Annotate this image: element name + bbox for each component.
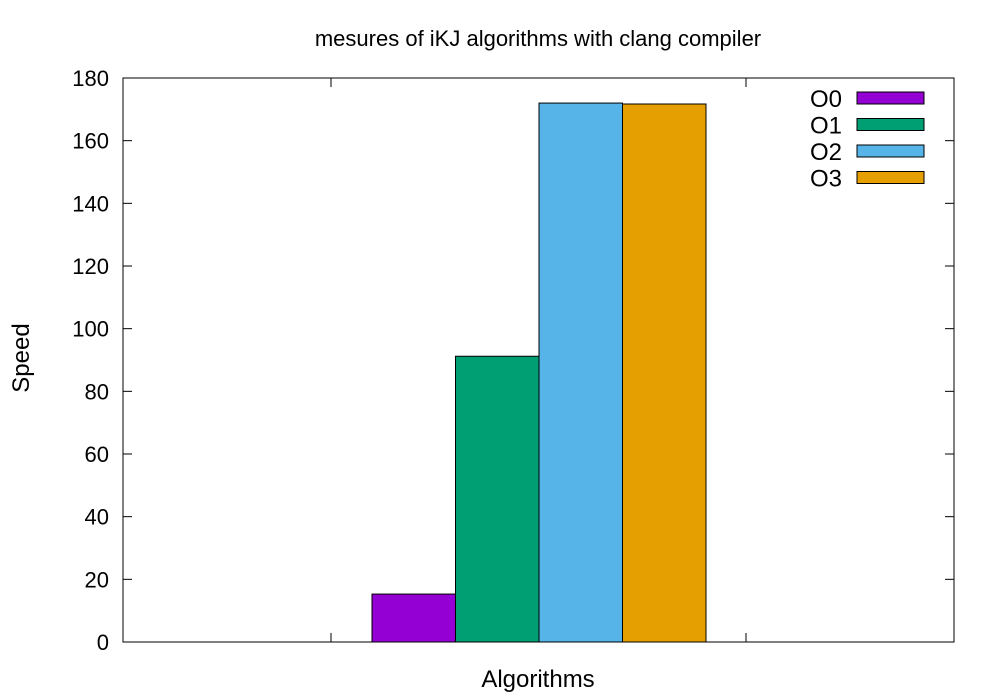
legend-label: O2 xyxy=(810,139,842,166)
y-tick-label: 180 xyxy=(72,66,109,91)
y-tick-label: 0 xyxy=(97,630,109,655)
legend-swatch xyxy=(856,171,925,184)
x-axis-label: Algorithms xyxy=(481,666,594,693)
y-tick-label: 100 xyxy=(72,317,109,342)
bar-o0 xyxy=(371,593,456,643)
legend-swatch xyxy=(856,91,925,105)
bar-o3 xyxy=(622,103,707,643)
y-tick-label: 20 xyxy=(85,567,109,592)
bars xyxy=(371,102,707,643)
plot-frame xyxy=(122,77,955,643)
legend-label: O1 xyxy=(810,113,842,140)
y-tick-label: 80 xyxy=(85,379,109,404)
y-tick-label: 160 xyxy=(72,129,109,154)
y-axis-label: Speed xyxy=(8,323,35,392)
bar-o1 xyxy=(455,355,540,643)
legend-label: O3 xyxy=(810,166,842,193)
legend-label: O0 xyxy=(810,86,842,113)
y-tick-label: 60 xyxy=(85,442,109,467)
legend-swatch xyxy=(856,144,925,158)
legend-swatch xyxy=(856,118,925,131)
chart-title: mesures of iKJ algorithms with clang com… xyxy=(315,26,761,51)
y-tick-label: 120 xyxy=(72,254,109,279)
y-tick-label: 140 xyxy=(72,191,109,216)
bar-o2 xyxy=(538,102,623,643)
y-axis-ticks: 0 20 40 60 80 100 120 140 160 180 xyxy=(72,66,954,655)
y-tick-label: 40 xyxy=(85,505,109,530)
